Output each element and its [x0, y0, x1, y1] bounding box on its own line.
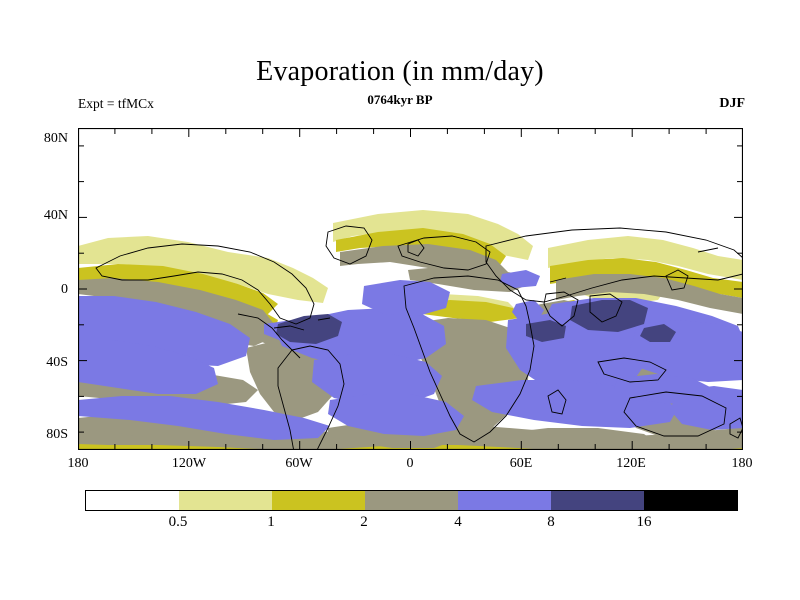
colorbar-label-4: 8	[547, 514, 555, 530]
colorbar-label-0: 0.5	[168, 514, 188, 530]
evaporation-map	[78, 128, 743, 450]
page-title: Evaporation (in mm/day)	[256, 56, 544, 87]
colorbar-label-1: 1	[267, 514, 275, 530]
map-ticks	[78, 128, 743, 450]
colorbar-segment-2	[272, 491, 365, 510]
figure-subtitle: 0764kyr BP	[367, 92, 433, 107]
coastline-layer	[95, 225, 743, 450]
season-label: DJF	[719, 96, 745, 111]
colorbar-segment-5	[551, 491, 644, 510]
experiment-label: Expt = tfMCx	[78, 96, 154, 111]
colorbar-label-5: 16	[636, 514, 652, 530]
y-tick-40n: 40N	[43, 208, 68, 223]
y-tick-80s: 80S	[46, 427, 68, 442]
colorbar-segment-1	[179, 491, 272, 510]
colorbar-label-3: 4	[454, 514, 462, 530]
colorbar-segment-3	[365, 491, 458, 510]
x-tick-180w: 180	[67, 456, 89, 471]
colorbar-segment-0	[86, 491, 179, 510]
x-tick-120w: 120W	[171, 456, 207, 471]
x-tick-0: 0	[406, 456, 414, 471]
colorbar-segment-6	[644, 491, 737, 510]
contour-fill-layer	[78, 128, 743, 450]
colorbar	[85, 490, 738, 511]
y-tick-40s: 40S	[46, 355, 68, 370]
colorbar-segment-4	[458, 491, 551, 510]
colorbar-label-2: 2	[360, 514, 368, 530]
x-tick-60w: 60W	[285, 456, 313, 471]
x-tick-180e: 180	[731, 456, 753, 471]
x-tick-120e: 120E	[616, 456, 646, 471]
y-tick-80n: 80N	[43, 131, 68, 146]
y-tick-0: 0	[61, 282, 68, 297]
x-tick-60e: 60E	[509, 456, 533, 471]
